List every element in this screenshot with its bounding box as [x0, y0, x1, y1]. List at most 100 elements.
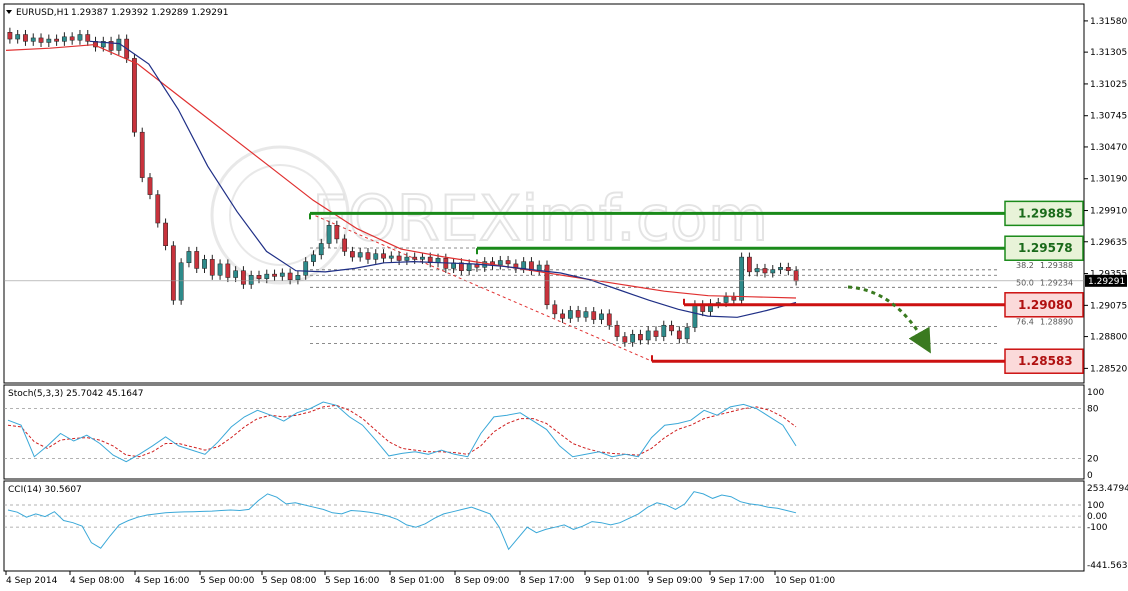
bull-candle [497, 260, 503, 266]
resistance-label: 1.29885 [1018, 206, 1073, 220]
bear-candle [544, 264, 550, 306]
cci-tick-label: 253.4794 [1087, 484, 1128, 494]
bear-candle [552, 304, 558, 315]
bear-candle [591, 311, 597, 320]
bull-candle [357, 252, 363, 258]
bull-candle [630, 334, 636, 343]
bear-candle [676, 330, 682, 340]
bear-candle [614, 324, 620, 337]
bear-candle [622, 336, 628, 343]
bear-candle [412, 256, 418, 260]
time-tick-label: 5 Sep 08:00 [262, 576, 317, 586]
bull-candle [754, 268, 760, 273]
bull-candle [661, 324, 667, 337]
bear-candle [7, 32, 13, 40]
bear-candle [108, 41, 114, 51]
time-tick-label: 8 Sep 09:00 [455, 576, 510, 586]
bear-candle [342, 238, 348, 252]
bear-candle [793, 270, 799, 282]
bull-candle [77, 34, 83, 41]
time-tick-label: 9 Sep 17:00 [710, 576, 765, 586]
bear-candle [241, 270, 246, 285]
forecast-arrow [847, 285, 931, 354]
axes: 1.31580 1.31305 1.31025 1.30745 1.30470 1.301… [4, 17, 1127, 586]
cci-tick-label: 100 [1087, 501, 1104, 511]
price-tick-label: 1.28800 [1090, 333, 1127, 343]
price-tick-label: 1.30470 [1090, 143, 1127, 153]
bull-candle [739, 256, 745, 301]
price-tick-label: 1.28520 [1090, 364, 1127, 374]
bear-candle [785, 267, 791, 271]
bear-candle [54, 38, 59, 42]
bear-candle [575, 310, 581, 318]
bear-candle [653, 330, 659, 337]
bull-candle [684, 327, 690, 340]
bear-candle [762, 268, 768, 274]
time-tick-label: 5 Sep 16:00 [325, 576, 380, 586]
bear-candle [170, 245, 176, 301]
bull-candle [466, 263, 472, 271]
cci-tick-label: 0.00 [1087, 512, 1107, 522]
bear-candle [381, 253, 386, 259]
price-tick-label: 1.30745 [1090, 112, 1127, 122]
time-tick-label: 8 Sep 01:00 [390, 576, 445, 586]
bull-candle [521, 261, 527, 269]
bear-candle [731, 296, 737, 301]
time-tick-label: 9 Sep 01:00 [585, 576, 640, 586]
bear-candle [147, 177, 153, 195]
bear-candle [638, 334, 643, 341]
bear-candle [669, 324, 674, 332]
triangle-down-icon[interactable] [6, 10, 12, 14]
time-tick-label: 4 Sep 2014 [6, 576, 58, 586]
bull-candle [778, 267, 783, 270]
cci-tick-label: -441.5636 [1087, 561, 1128, 571]
slow-moving-average-line [5, 44, 797, 299]
time-tick-label: 4 Sep 08:00 [70, 576, 125, 586]
bull-candle [233, 270, 239, 278]
cci-panel [3, 480, 1085, 572]
fib-price-label: 1.29234 [1040, 278, 1073, 287]
watermark: FOREXimf.com [210, 145, 769, 285]
fib-price-label: 1.28890 [1040, 317, 1073, 326]
bull-candle [420, 256, 425, 260]
cci-title: CCI(14) 30.5607 [8, 485, 82, 495]
price-tick-label: 1.30190 [1090, 175, 1127, 185]
cci-line [7, 491, 797, 551]
bear-candle [458, 262, 464, 271]
cci-tick-label: -100 [1087, 523, 1108, 533]
bear-candle [225, 263, 231, 278]
bull-candle [186, 251, 192, 264]
fib-price-label: 1.29388 [1040, 261, 1073, 270]
fib-percent-label: 76.4 [1016, 317, 1034, 326]
bear-candle [606, 313, 612, 326]
bear-candle [505, 260, 511, 265]
bear-candle [747, 256, 752, 273]
stoch-tick-label: 100 [1087, 388, 1104, 398]
trend-channel-line [309, 212, 653, 362]
price-tick-label: 1.29355 [1090, 270, 1127, 280]
trend-channel [309, 212, 653, 362]
bull-candle [46, 38, 52, 43]
stoch-panel [3, 384, 1085, 480]
bear-candle [287, 272, 293, 281]
bull-candle [311, 254, 316, 262]
bull-candle [178, 262, 184, 301]
current-price-tag [1085, 274, 1127, 287]
fib-percent-label: 50.0 [1016, 278, 1034, 287]
bull-candle [692, 304, 698, 328]
bull-candle [61, 36, 67, 42]
bull-candle [326, 225, 332, 244]
time-tick-label: 9 Sep 09:00 [648, 576, 703, 586]
watermark-text: FOREXimf.com [312, 182, 768, 255]
bear-candle [163, 222, 168, 246]
symbol-label: EURUSD,H1 [16, 8, 69, 18]
time-tick-label: 4 Sep 16:00 [135, 576, 190, 586]
bear-candle [23, 34, 28, 42]
bull-candle [770, 269, 776, 274]
bear-candle [155, 194, 161, 224]
time-tick-label: 8 Sep 17:00 [520, 576, 575, 586]
bull-candle [599, 313, 604, 320]
bull-candle [567, 310, 573, 319]
bull-candle [723, 296, 729, 303]
